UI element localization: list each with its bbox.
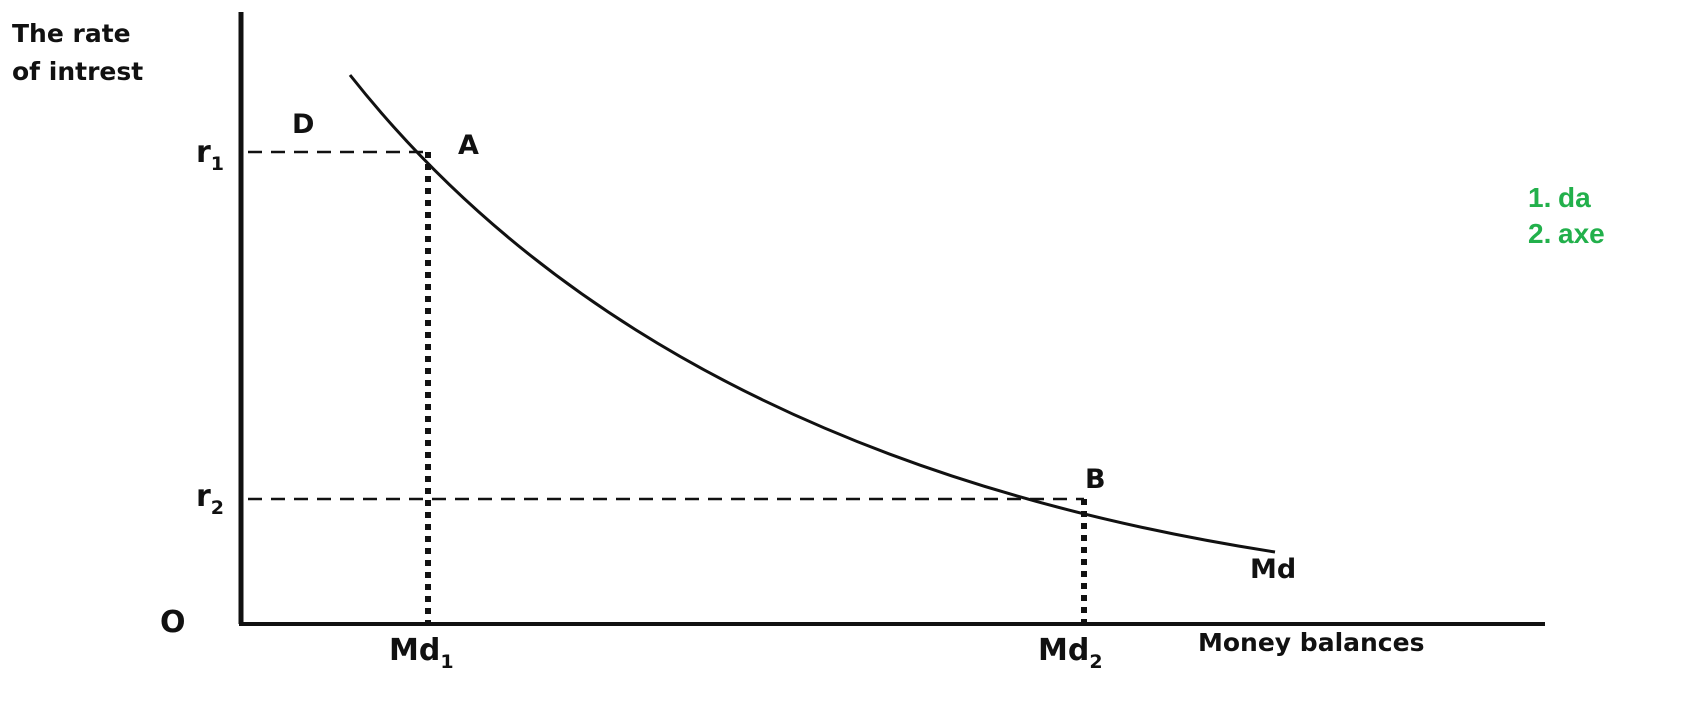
y-axis-title-line1: The rate (12, 19, 131, 48)
x-axis-title: Money balances (1198, 628, 1424, 657)
r1-tick-label: r1 (196, 135, 224, 175)
md1-tick-label: Md1 (389, 633, 454, 673)
note-1-number: 1. (1528, 182, 1552, 213)
green-note-list: 1. da 2. axe (1528, 180, 1605, 252)
note-2-text: axe (1558, 218, 1605, 249)
note-item-2: 2. axe (1528, 216, 1605, 252)
md-curve-label: Md (1250, 554, 1296, 585)
md2-tick-label: Md2 (1038, 633, 1103, 673)
r2-tick-label: r2 (196, 479, 224, 519)
y-axis-title-line2: of intrest (12, 57, 143, 86)
note-1-text: da (1558, 182, 1591, 213)
note-2-number: 2. (1528, 218, 1552, 249)
md-demand-curve (348, 74, 1276, 554)
point-a-label: A (458, 130, 479, 161)
point-d-label: D (292, 109, 314, 140)
point-b-label: B (1085, 464, 1106, 495)
note-item-1: 1. da (1528, 180, 1605, 216)
origin-label: O (160, 605, 186, 640)
